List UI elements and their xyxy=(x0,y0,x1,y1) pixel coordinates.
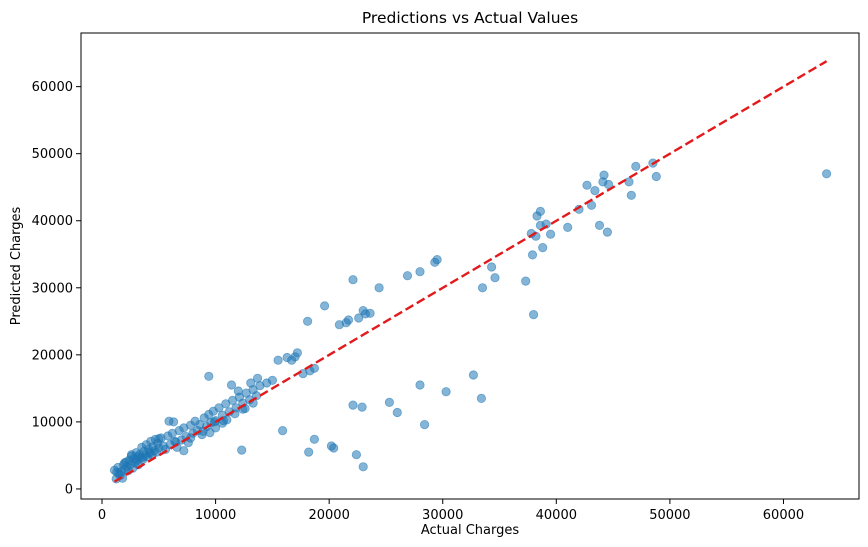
data-point xyxy=(246,378,256,388)
x-tick-label: 60000 xyxy=(763,508,804,523)
data-point xyxy=(599,170,609,180)
data-point xyxy=(415,267,425,277)
x-tick-label: 30000 xyxy=(422,508,463,523)
data-point xyxy=(226,380,237,390)
data-point xyxy=(392,407,402,418)
data-point xyxy=(112,467,122,477)
data-point xyxy=(582,180,592,190)
data-point xyxy=(528,309,539,320)
data-point xyxy=(233,386,243,396)
data-point xyxy=(602,227,613,237)
data-point xyxy=(594,220,605,230)
data-point xyxy=(277,425,288,436)
data-point xyxy=(169,417,179,427)
data-point xyxy=(384,397,394,407)
data-point xyxy=(154,434,164,444)
y-axis-label: Predicted Charges xyxy=(9,206,24,325)
data-point xyxy=(230,409,240,419)
data-point xyxy=(476,393,486,403)
data-point xyxy=(348,275,358,285)
data-point xyxy=(402,271,413,281)
data-point xyxy=(348,400,358,410)
data-point xyxy=(253,373,263,383)
data-point xyxy=(441,387,451,397)
points-layer xyxy=(109,158,832,484)
data-point xyxy=(237,445,247,455)
data-point xyxy=(304,447,314,457)
data-point xyxy=(541,219,551,229)
data-point xyxy=(490,273,500,283)
data-point xyxy=(357,402,367,412)
data-point xyxy=(626,190,636,200)
data-point xyxy=(821,169,832,179)
x-tick-label: 20000 xyxy=(308,508,349,523)
data-point xyxy=(545,229,556,239)
data-point xyxy=(477,283,488,293)
y-tick-label: 20000 xyxy=(32,348,73,363)
data-point xyxy=(651,171,661,182)
data-point xyxy=(624,177,634,187)
y-tick-label: 30000 xyxy=(32,281,73,296)
data-point xyxy=(145,447,155,457)
data-point xyxy=(521,276,531,286)
ticks-layer: 0 10000 20000 30000 40000 50000 60000 0 10000 200… xyxy=(32,80,805,523)
data-point xyxy=(138,452,148,462)
reference-line xyxy=(113,60,828,483)
data-point xyxy=(415,380,425,390)
data-point xyxy=(631,161,641,171)
data-point xyxy=(535,206,546,216)
data-point xyxy=(358,462,368,472)
data-point xyxy=(302,316,313,326)
x-tick-label: 50000 xyxy=(649,508,690,523)
plot-frame xyxy=(80,32,860,500)
data-point xyxy=(486,262,497,272)
data-point xyxy=(432,255,442,265)
data-point xyxy=(590,186,600,196)
data-point xyxy=(563,222,573,232)
data-point xyxy=(273,355,283,365)
y-tick-label: 50000 xyxy=(32,147,73,162)
data-point xyxy=(204,371,214,381)
x-tick-label: 40000 xyxy=(536,508,577,523)
data-point xyxy=(343,315,354,325)
y-tick-label: 60000 xyxy=(32,80,73,95)
chart-title: Predictions vs Actual Values xyxy=(362,9,578,27)
data-point xyxy=(468,370,478,380)
y-tick-label: 0 xyxy=(65,482,73,497)
data-point xyxy=(267,375,277,385)
x-tick-label: 0 xyxy=(98,508,106,523)
data-point xyxy=(209,417,220,427)
y-tick-label: 10000 xyxy=(32,415,73,430)
x-axis-label: Actual Charges xyxy=(421,523,520,538)
data-point xyxy=(214,403,224,413)
data-point xyxy=(292,348,302,358)
data-point xyxy=(354,313,364,323)
data-point xyxy=(351,450,361,460)
data-point xyxy=(365,308,375,318)
data-point xyxy=(319,301,330,311)
y-tick-label: 40000 xyxy=(32,214,73,229)
data-point xyxy=(527,250,538,260)
data-point xyxy=(538,243,548,253)
data-point xyxy=(374,283,384,293)
data-point xyxy=(309,434,319,444)
reference-line-layer xyxy=(113,60,828,483)
data-point xyxy=(120,458,130,468)
data-point xyxy=(419,419,430,430)
data-point xyxy=(179,446,189,456)
x-tick-label: 10000 xyxy=(195,508,236,523)
data-point xyxy=(329,443,339,453)
